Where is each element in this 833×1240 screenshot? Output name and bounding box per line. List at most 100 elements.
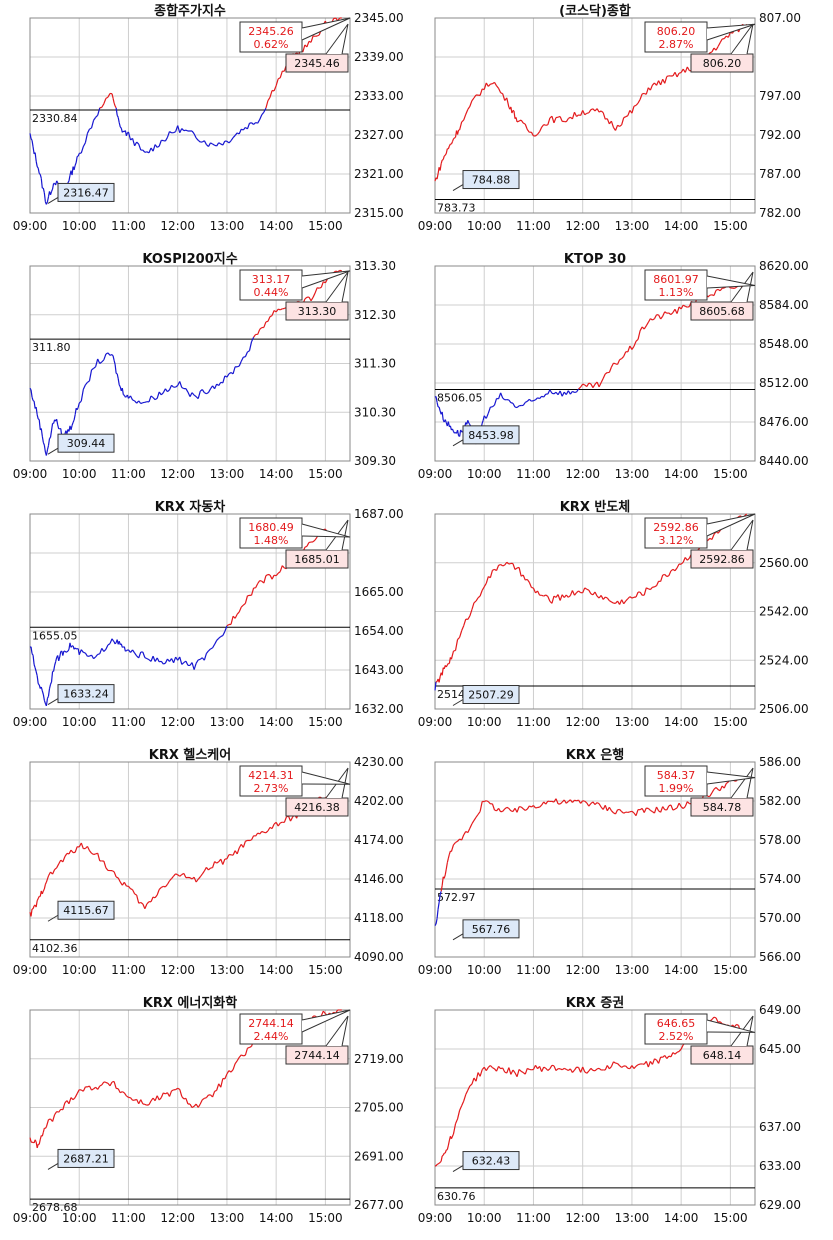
price-segment — [723, 35, 727, 39]
plot-frame — [29, 513, 351, 710]
price-segment — [576, 388, 580, 393]
price-segment — [87, 1085, 90, 1088]
price-segment — [498, 392, 502, 400]
price-segment — [226, 140, 230, 144]
y-tick-label: 797.00 — [759, 89, 801, 103]
price-segment — [608, 806, 612, 812]
price-segment — [224, 625, 228, 632]
price-segment — [526, 805, 530, 810]
price-segment — [35, 900, 38, 908]
last-price-label: 646.65 — [657, 1017, 696, 1030]
price-segment — [236, 1057, 240, 1062]
price-segment — [655, 580, 660, 586]
price-segment — [467, 828, 471, 833]
price-segment — [485, 412, 489, 419]
price-segment — [46, 445, 50, 451]
low-box — [57, 1148, 115, 1168]
price-segment — [68, 175, 71, 182]
price-segment — [45, 1119, 50, 1128]
price-segment — [522, 122, 526, 125]
price-segment — [42, 888, 45, 892]
price-segment — [578, 590, 582, 594]
price-segment — [97, 1085, 101, 1090]
price-segment — [259, 580, 262, 582]
x-tick-label: 15:00 — [713, 1211, 748, 1225]
price-segment — [502, 397, 506, 401]
price-segment — [195, 878, 199, 883]
price-segment — [604, 372, 608, 375]
price-segment — [89, 654, 92, 657]
price-segment — [565, 390, 569, 395]
price-segment — [112, 98, 115, 104]
price-segment — [467, 615, 471, 620]
price-segment — [337, 269, 341, 273]
price-segment — [553, 595, 557, 598]
price-segment — [101, 1081, 105, 1086]
price-segment — [510, 810, 514, 813]
price-segment — [520, 119, 524, 124]
price-segment — [457, 838, 461, 842]
last-pointer — [301, 771, 351, 785]
price-segment — [115, 107, 118, 116]
prev-close-label: 630.76 — [437, 1190, 476, 1203]
price-segment — [232, 1063, 236, 1070]
y-tick-label: 792.00 — [759, 128, 801, 142]
price-segment — [228, 372, 232, 375]
price-segment — [588, 589, 592, 595]
last-price-label: 2744.14 — [248, 1017, 294, 1030]
price-segment — [463, 831, 467, 836]
y-tick-label: 649.00 — [759, 1003, 801, 1017]
price-segment — [674, 807, 678, 810]
price-segment — [600, 595, 604, 600]
price-segment — [54, 661, 57, 666]
chart-title: KRX 헬스케어 — [149, 747, 231, 763]
price-segment — [255, 832, 259, 837]
price-segment — [101, 359, 105, 363]
price-segment — [37, 168, 40, 174]
price-segment — [619, 358, 622, 361]
price-segment — [105, 352, 109, 355]
price-segment — [512, 402, 516, 408]
price-segment — [660, 574, 664, 582]
low-label: 2507.29 — [468, 689, 514, 702]
price-segment — [532, 1065, 537, 1070]
price-segment — [193, 876, 197, 883]
price-segment — [635, 1064, 639, 1067]
high-box — [690, 53, 754, 73]
price-segment — [210, 142, 213, 145]
x-tick-label: 15:00 — [713, 715, 748, 729]
price-segment — [531, 805, 534, 808]
plot-frame — [29, 1009, 351, 1206]
price-segment — [158, 886, 162, 890]
price-segment — [734, 1024, 738, 1028]
price-segment — [230, 1069, 234, 1073]
last-box — [239, 517, 303, 549]
price-segment — [38, 1139, 41, 1145]
price-segment — [566, 1068, 569, 1072]
price-segment — [83, 651, 86, 654]
price-segment — [598, 1067, 602, 1071]
chart-svg: KRX 은행 09:00 10:00 11:00 12:00 13:00 14:00 15:0… — [418, 747, 801, 977]
price-segment — [506, 97, 510, 108]
price-segment — [277, 822, 281, 827]
price-segment — [52, 665, 56, 672]
price-segment — [222, 631, 226, 636]
y-tick-label: 582.00 — [759, 794, 801, 808]
price-segment — [189, 392, 193, 397]
price-segment — [539, 395, 543, 399]
price-segment — [508, 562, 512, 565]
price-segment — [660, 315, 664, 320]
x-tick-label: 15:00 — [713, 219, 748, 233]
price-segment — [74, 846, 78, 853]
high-label: 1685.01 — [294, 553, 340, 566]
low-label: 4115.67 — [63, 904, 109, 917]
price-segment — [319, 286, 322, 289]
price-segment — [111, 354, 114, 357]
plot-frame — [29, 17, 351, 214]
price-segment — [594, 802, 598, 806]
low-pointer — [452, 925, 464, 941]
low-label: 784.88 — [472, 174, 511, 187]
x-tick-label: 11:00 — [111, 963, 146, 977]
price-segment — [279, 565, 283, 572]
price-segment — [241, 128, 244, 131]
